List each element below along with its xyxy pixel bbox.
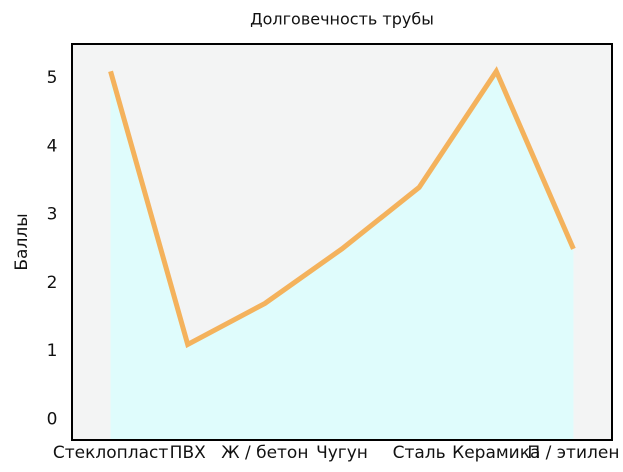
y-tick-label: 1 [47, 341, 58, 361]
plot-border [71, 43, 613, 441]
y-tick-label: 5 [47, 68, 58, 88]
y-axis-label: Баллы [12, 213, 32, 270]
y-tick-label: 3 [47, 205, 58, 225]
y-tick-label: 2 [47, 273, 58, 293]
area-fill [110, 71, 574, 440]
x-tick-label: ПВХ [170, 443, 206, 463]
x-tick-label: Керамика [452, 443, 540, 463]
x-tick-label: П / этилен [527, 443, 619, 463]
y-tick-label: 0 [47, 410, 58, 430]
y-tick-label: 4 [47, 136, 58, 156]
chart-title: Долговечность трубы [250, 10, 434, 29]
line [108, 66, 576, 349]
x-tick-label: Стеклопласт [53, 443, 169, 463]
x-tick-label: Ж / бетон [221, 443, 308, 463]
x-tick-label: Чугун [316, 443, 368, 463]
x-tick-label: Сталь [393, 443, 446, 463]
